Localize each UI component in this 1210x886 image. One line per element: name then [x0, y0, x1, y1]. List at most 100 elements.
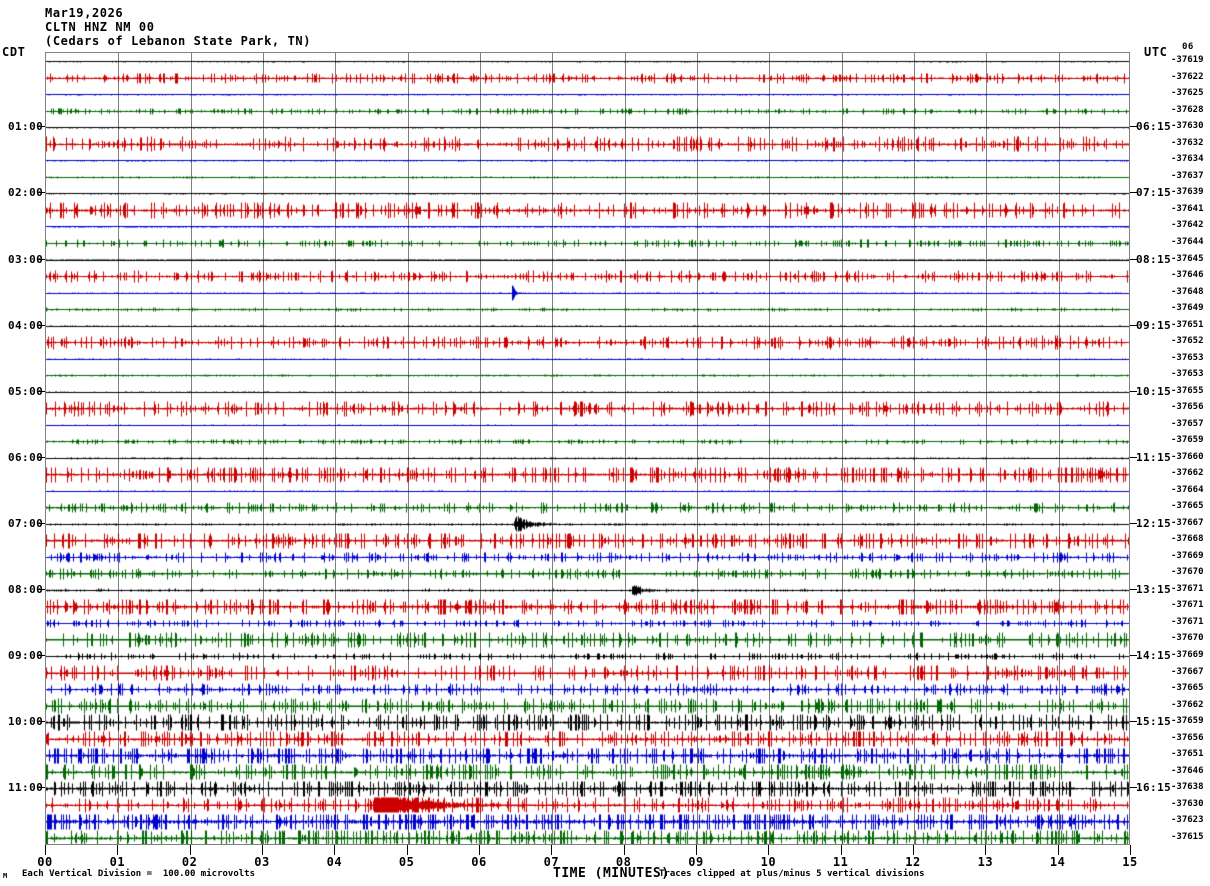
- left-hour-tick-0400: [38, 325, 45, 326]
- left-hour-tick-0100: [38, 126, 45, 127]
- right-offset-value-28: -37667: [1171, 517, 1204, 528]
- x-tick-major-08: [624, 845, 625, 855]
- right-offset-value-46: -37623: [1171, 815, 1204, 826]
- right-axis-caption-utc: UTC: [1144, 45, 1168, 59]
- right-offset-value-41: -37656: [1171, 732, 1204, 743]
- right-offset-value-24: -37660: [1171, 451, 1204, 462]
- right-hour-tick-1115: [1130, 457, 1137, 458]
- x-axis-label-11: 11: [832, 855, 849, 869]
- x-tick-major-07: [551, 845, 552, 855]
- right-offset-value-21: -37656: [1171, 402, 1204, 413]
- right-offset-value-31: -37670: [1171, 567, 1204, 578]
- right-offset-value-3: -37628: [1171, 104, 1204, 115]
- left-hour-tick-0300: [38, 259, 45, 260]
- right-offset-value-0: -37619: [1171, 55, 1204, 66]
- left-hour-label-0700: 07:00: [8, 516, 44, 530]
- left-hour-tick-0700: [38, 523, 45, 524]
- right-hour-label-1215: 12:15: [1136, 516, 1172, 530]
- right-hour-label-0815: 08:15: [1136, 252, 1172, 266]
- left-hour-label-0600: 06:00: [8, 450, 44, 464]
- right-offset-value-47: -37615: [1171, 831, 1204, 842]
- right-offset-value-33: -37671: [1171, 600, 1204, 611]
- right-hour-tick-1015: [1130, 391, 1137, 392]
- left-axis-caption-cdt: CDT: [2, 45, 26, 59]
- right-offset-value-45: -37630: [1171, 798, 1204, 809]
- right-hour-tick-0915: [1130, 325, 1137, 326]
- trace-canvas: [46, 53, 1129, 844]
- footer-scale-note: Each Vertical Division = 100.00 microvol…: [22, 869, 255, 879]
- right-offset-value-29: -37668: [1171, 534, 1204, 545]
- right-offset-value-2: -37625: [1171, 88, 1204, 99]
- right-offset-value-38: -37665: [1171, 683, 1204, 694]
- right-offset-value-35: -37670: [1171, 633, 1204, 644]
- right-offset-value-37: -37667: [1171, 666, 1204, 677]
- right-offset-value-12: -37645: [1171, 253, 1204, 264]
- x-axis-label-01: 01: [109, 855, 126, 869]
- left-hour-tick-0600: [38, 457, 45, 458]
- right-hour-tick-1515: [1130, 721, 1137, 722]
- x-tick-major-04: [334, 845, 335, 855]
- right-offset-value-25: -37662: [1171, 468, 1204, 479]
- left-hour-tick-0800: [38, 589, 45, 590]
- left-hour-label-0400: 04:00: [8, 318, 44, 332]
- right-hour-label-1315: 13:15: [1136, 582, 1172, 596]
- x-axis-label-15: 15: [1122, 855, 1138, 869]
- right-offset-value-20: -37655: [1171, 385, 1204, 396]
- x-axis-ticks: [45, 845, 1131, 855]
- right-hour-label-0715: 07:15: [1136, 186, 1172, 200]
- footer-clip-note: Traces clipped at plus/minus 5 vertical …: [659, 869, 925, 879]
- right-hour-tick-0815: [1130, 259, 1137, 260]
- right-offset-value-4: -37630: [1171, 121, 1204, 132]
- x-tick-major-14: [1058, 845, 1059, 855]
- left-hour-tick-0500: [38, 391, 45, 392]
- right-hour-label-1515: 15:15: [1136, 715, 1172, 729]
- x-tick-major-02: [190, 845, 191, 855]
- x-tick-major-13: [985, 845, 986, 855]
- x-axis-label-12: 12: [905, 855, 921, 869]
- x-axis-label-13: 13: [977, 855, 994, 869]
- right-offset-value-36: -37669: [1171, 650, 1204, 660]
- left-hour-tick-1100: [38, 787, 45, 788]
- right-offset-value-10: -37642: [1171, 220, 1204, 231]
- x-axis-label-06: 06: [471, 855, 487, 869]
- header-date: Mar19,2026: [45, 6, 124, 20]
- right-hour-label-1115: 11:15: [1136, 450, 1172, 464]
- right-offset-value-15: -37649: [1171, 303, 1204, 314]
- right-offset-value-8: -37639: [1171, 187, 1204, 198]
- right-offset-value-40: -37659: [1171, 716, 1204, 727]
- x-tick-major-15: [1130, 845, 1131, 855]
- x-axis-label-14: 14: [1049, 855, 1066, 869]
- right-offset-value-30: -37669: [1171, 550, 1204, 561]
- header-site: (Cedars of Lebanon State Park, TN): [45, 34, 312, 48]
- right-offset-value-1: -37622: [1171, 71, 1204, 82]
- x-axis-label-09: 09: [688, 855, 704, 869]
- x-axis-title: TIME (MINUTES): [553, 866, 670, 881]
- left-hour-label-1100: 11:00: [8, 781, 44, 795]
- header-channel: CLTN HNZ NM 00: [45, 20, 155, 34]
- right-offset-value-5: -37632: [1171, 137, 1204, 148]
- x-tick-major-01: [117, 845, 118, 855]
- x-tick-major-09: [696, 845, 697, 855]
- left-hour-tick-0200: [38, 192, 45, 193]
- right-hour-label-1015: 10:15: [1136, 384, 1172, 398]
- right-hour-tick-1215: [1130, 523, 1137, 524]
- x-axis-label-08: 08: [615, 855, 632, 869]
- x-tick-major-11: [841, 845, 842, 855]
- right-offset-value-6: -37634: [1171, 154, 1204, 165]
- right-offset-value-11: -37644: [1171, 236, 1204, 247]
- right-hour-label-1415: 14:15: [1136, 649, 1172, 662]
- x-axis-label-03: 03: [254, 855, 270, 869]
- right-offset-value-42: -37651: [1171, 749, 1204, 760]
- right-hour-label-1615: 16:15: [1136, 781, 1172, 795]
- x-axis-label-04: 04: [326, 855, 343, 869]
- right-offset-value-32: -37671: [1171, 583, 1204, 594]
- left-hour-label-0500: 05:00: [8, 384, 44, 398]
- seismogram-plot[interactable]: [45, 52, 1130, 845]
- x-tick-major-06: [479, 845, 480, 855]
- right-hour-tick-0615: [1130, 126, 1137, 127]
- left-hour-label-0900: 09:00: [8, 649, 44, 662]
- right-offset-value-43: -37646: [1171, 765, 1204, 776]
- right-offset-value-16: -37651: [1171, 319, 1204, 330]
- x-tick-major-10: [768, 845, 769, 855]
- right-hour-tick-1315: [1130, 589, 1137, 590]
